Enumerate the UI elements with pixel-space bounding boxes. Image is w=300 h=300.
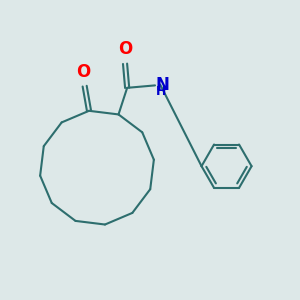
Text: O: O [76,63,90,81]
Text: N: N [156,76,170,94]
Text: O: O [118,40,132,58]
Text: H: H [156,85,166,98]
